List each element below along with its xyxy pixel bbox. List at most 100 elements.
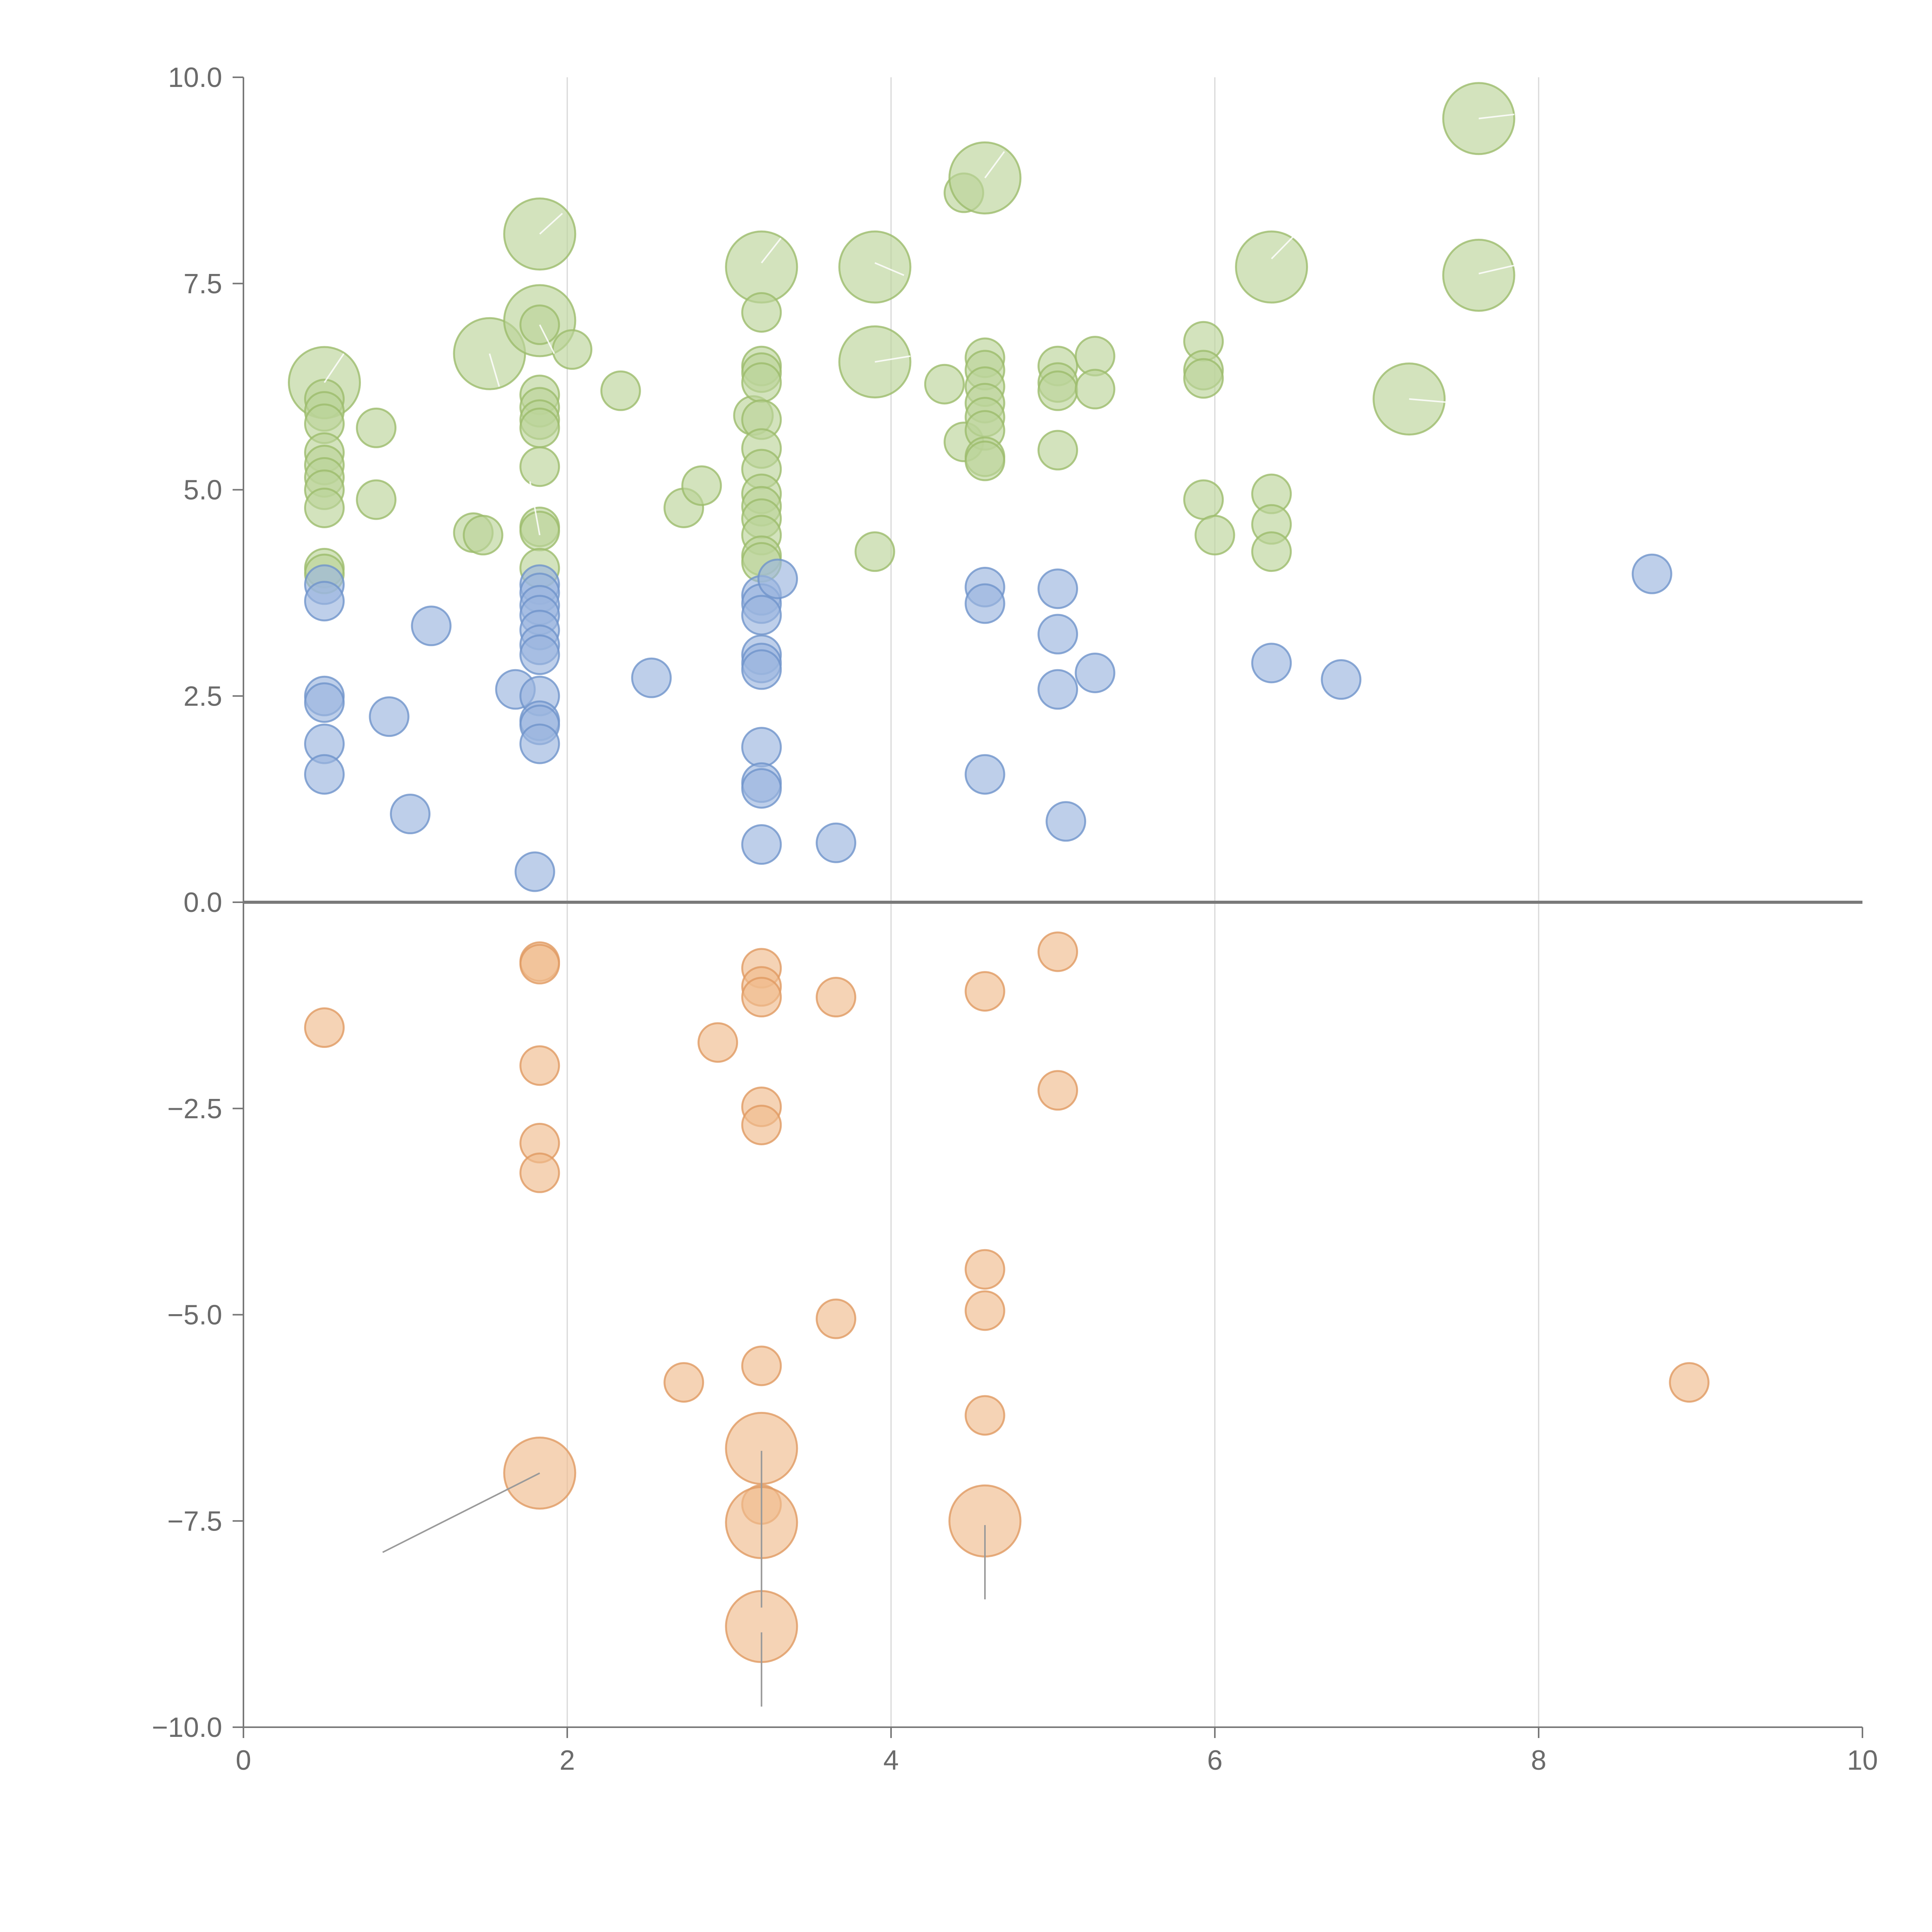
bubble-orange [663,1362,704,1403]
bubble-blue [1631,553,1672,594]
y-tick-label: 7.5 [184,269,222,299]
y-tick-label: −5.0 [167,1300,222,1331]
bubble-green [463,515,503,556]
bubble-blue [964,583,1005,624]
bubble-green [854,531,895,572]
bubble-green [1442,238,1515,312]
bubble-blue [741,595,782,636]
bubble-blue [1037,568,1078,609]
bubble-blue [757,558,798,599]
bubble-green [1251,531,1292,572]
bubble-blue [304,682,345,723]
bubble-green [1075,369,1116,410]
bubble-blue [631,657,672,698]
bubble-orange [816,1298,857,1339]
leader-line [761,238,782,264]
bubble-blue [304,754,345,795]
bubble-blue [1046,801,1087,842]
bubble-blue [741,727,782,768]
x-tick-label: 8 [1531,1745,1546,1776]
bubble-blue [514,851,555,892]
x-tick-label: 6 [1207,1745,1223,1776]
bubble-orange [1669,1362,1710,1403]
bubble-green [519,446,560,487]
bubble-orange [697,1022,738,1063]
bubble-orange [964,1249,1005,1290]
leader-line [323,353,345,383]
bubble-green [1183,358,1224,399]
leader-line [1478,264,1515,275]
bubble-green [1194,515,1235,556]
bubble-blue [390,794,431,835]
bubble-blue [1251,643,1292,684]
bubble-green [1183,479,1224,520]
leader-line [488,353,500,387]
bubble-blue [964,754,1005,795]
bubble-orange [741,977,782,1018]
leader-line [382,1472,540,1553]
bubble-green [600,370,641,411]
bubble-blue [411,605,452,646]
bubble-orange [519,944,560,985]
bubble-layer [288,82,1710,1707]
bubble-blue [1037,669,1078,710]
bubble-orange [1037,1070,1078,1111]
leader-line [539,324,555,354]
bubble-green [838,230,912,304]
y-tick-label: 0.0 [184,887,222,918]
bubble-blue [741,824,782,865]
leader-line [529,481,541,536]
bubble-orange [304,1007,345,1048]
bubble-orange [816,977,857,1018]
bubble-green [964,440,1005,481]
bubble-green [725,230,798,304]
y-tick-label: 5.0 [184,475,222,506]
y-tick-label: −10.0 [152,1712,222,1743]
bubble-blue [1037,614,1078,655]
bubble-green [681,465,722,506]
leader-line [1271,233,1296,260]
bubble-orange [964,1395,1005,1436]
y-tick-label: 2.5 [184,681,222,712]
bubble-orange [519,1152,560,1193]
bubble-blue [816,822,857,863]
bubble-blue [519,723,560,764]
bubble-green [552,329,593,370]
leader-line [874,262,905,276]
bubble-green [741,362,782,403]
leader-line [984,151,1005,179]
leader-line [874,355,911,363]
leader-line [539,213,563,235]
bubble-orange [964,971,1005,1012]
bubble-orange [741,1104,782,1145]
bubble-green [356,407,397,448]
bubble-blue [741,649,782,690]
leader-line [1409,398,1458,404]
bubble-blue [1075,652,1116,693]
bubble-blue [369,696,410,737]
tick-layer: 0 2 4 6 8 10 10.0 7.5 5.0 2.5 0.0 −2.5 −5.0 −7.5 −10.0 [152,62,1878,1776]
bubble-green [1235,230,1308,304]
x-tick-label: 10 [1847,1745,1878,1776]
bubble-orange [741,1345,782,1386]
leader-line [1478,114,1515,119]
bubble-orange [964,1290,1005,1331]
bubble-green [1037,430,1078,471]
bubble-orange [519,1045,560,1086]
x-tick-label: 2 [560,1745,575,1776]
bubble-blue [741,768,782,809]
bubble-blue [1321,659,1362,700]
y-tick-label: 10.0 [168,62,222,93]
x-tick-label: 0 [236,1745,251,1776]
y-tick-label: −7.5 [167,1506,222,1537]
bubble-green [304,487,345,528]
bubble-blue [519,634,560,675]
bubble-green [741,292,782,333]
bubble-green [356,479,397,520]
x-tick-label: 4 [883,1745,899,1776]
bubble-blue [304,581,345,622]
bubble-green [519,407,560,448]
y-tick-label: −2.5 [167,1094,222,1124]
